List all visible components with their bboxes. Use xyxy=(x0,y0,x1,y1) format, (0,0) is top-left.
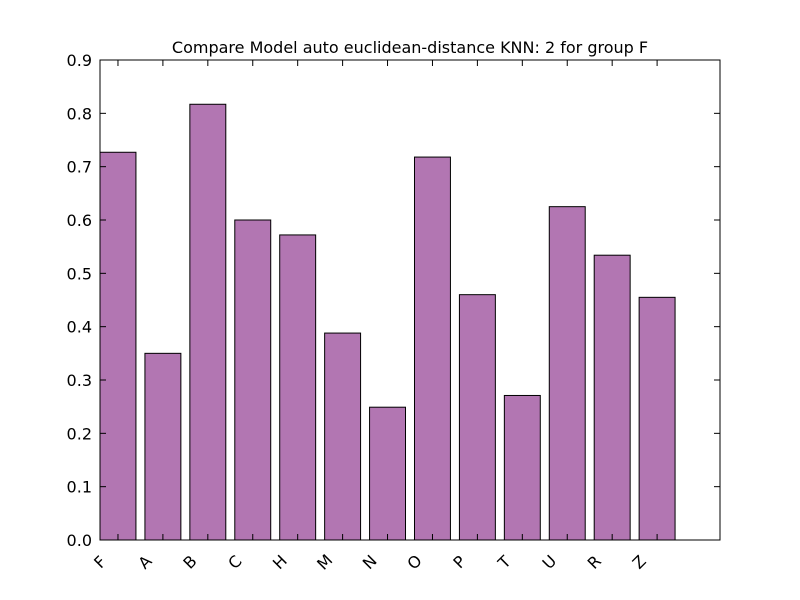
y-tick-label: 0.0 xyxy=(67,531,92,550)
y-tick-label: 0.6 xyxy=(67,211,92,230)
bar-Z xyxy=(638,296,676,541)
x-tick-label: R xyxy=(584,551,605,572)
x-tick-label: F xyxy=(90,552,110,572)
bar-R xyxy=(593,254,631,541)
bar-U xyxy=(548,206,586,541)
bar-H xyxy=(279,234,317,541)
bar-P xyxy=(458,294,496,541)
x-tick-label: U xyxy=(539,551,561,573)
y-tick-label: 0.4 xyxy=(67,318,92,337)
x-tick-label: C xyxy=(224,551,245,572)
y-tick-label: 0.5 xyxy=(67,264,92,283)
x-tick-label: B xyxy=(179,552,200,573)
y-tick-label: 0.7 xyxy=(67,158,92,177)
y-tick-label: 0.2 xyxy=(67,424,92,443)
x-tick-label: N xyxy=(359,551,381,573)
bar-T xyxy=(503,394,541,541)
bar-C xyxy=(234,219,272,541)
x-tick-label: O xyxy=(403,551,425,573)
x-tick-label: P xyxy=(449,552,470,573)
x-tick-label: Z xyxy=(629,551,650,572)
plot-area-frame xyxy=(99,59,721,541)
x-tick-label: T xyxy=(494,552,515,573)
bar-M xyxy=(324,332,362,541)
x-tick-label: A xyxy=(134,551,155,572)
bar-B xyxy=(189,103,227,541)
y-tick-label: 0.9 xyxy=(67,51,92,70)
y-tick-label: 0.3 xyxy=(67,371,92,390)
bar-N xyxy=(369,406,407,541)
bar-F xyxy=(99,151,137,541)
bar-A xyxy=(144,352,182,541)
y-axis-tick-labels: 0.0 0.1 0.2 0.3 0.4 0.5 0.6 0.7 0.8 0.9 xyxy=(67,51,92,550)
bar-O xyxy=(413,156,451,541)
x-tick-label: H xyxy=(269,551,291,573)
x-tick-label: M xyxy=(313,551,336,574)
bars-layer xyxy=(99,103,676,541)
y-tick-label: 0.1 xyxy=(67,478,92,497)
y-tick-label: 0.8 xyxy=(67,104,92,123)
chart-title: Compare Model auto euclidean-distance KN… xyxy=(172,38,648,57)
ticks-layer xyxy=(100,59,720,541)
